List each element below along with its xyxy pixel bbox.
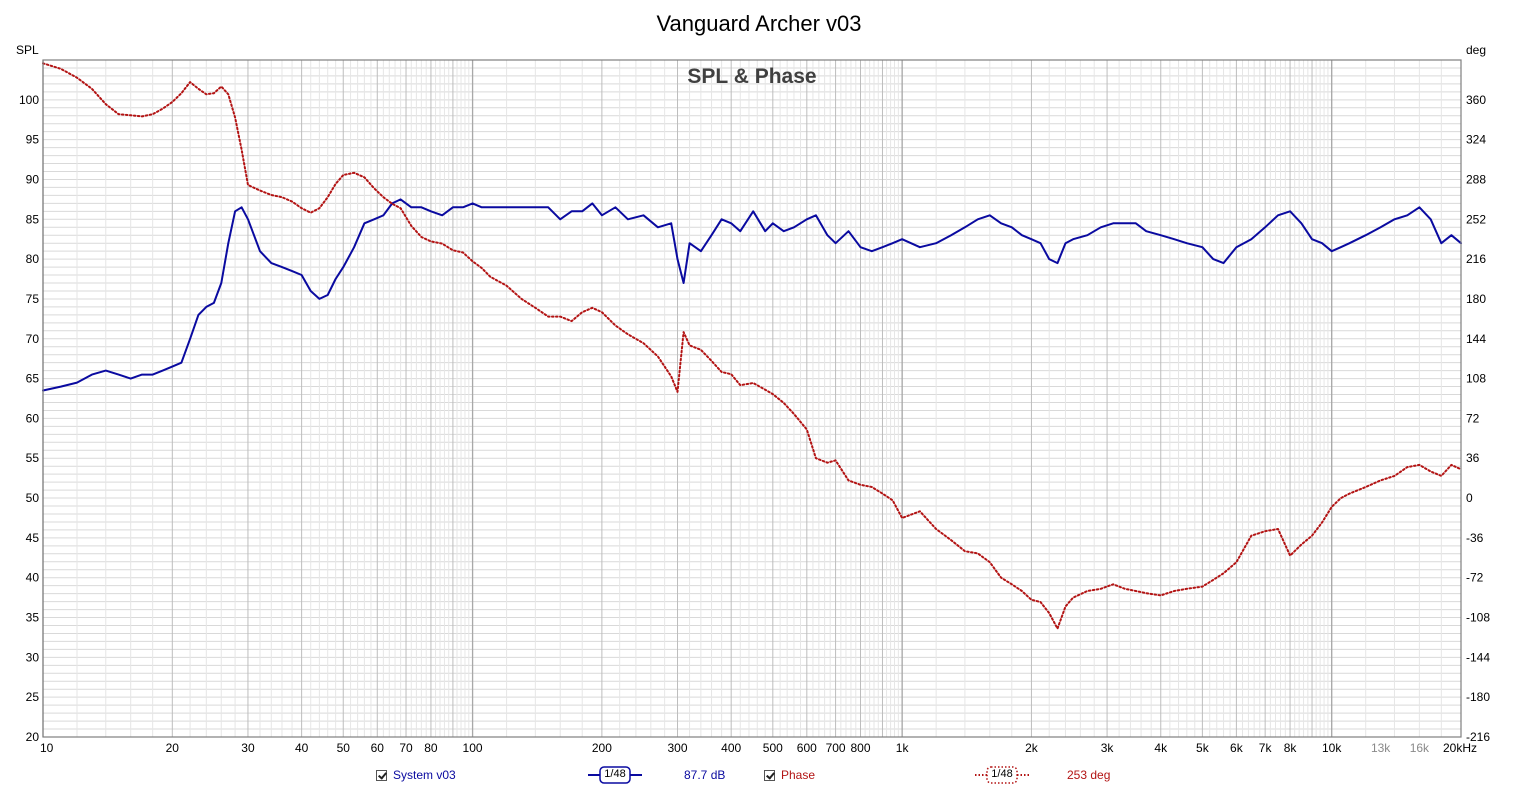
x-tick-label: 10 bbox=[40, 741, 54, 755]
chart-subtitle: SPL & Phase bbox=[687, 65, 816, 88]
legend-phase[interactable]: Phase bbox=[764, 765, 815, 785]
x-tick-label: 8k bbox=[1284, 741, 1298, 755]
left-tick-label: 55 bbox=[26, 451, 40, 465]
system-value-text: 87.7 dB bbox=[684, 768, 726, 782]
system-value: 87.7 dB bbox=[684, 765, 725, 785]
x-tick-label: 4k bbox=[1154, 741, 1168, 755]
right-tick-label: 72 bbox=[1466, 411, 1480, 425]
system-label: System v03 bbox=[393, 768, 456, 782]
right-tick-label: -72 bbox=[1466, 571, 1484, 585]
x-tick-label: 3k bbox=[1101, 741, 1115, 755]
phase-smoothing-control[interactable]: 1/48 bbox=[975, 765, 1029, 785]
left-axis-ticks: 20 25 30 35 40 45 50 55 60 65 70 75 80 85 90 95 100 bbox=[19, 93, 39, 744]
left-tick-label: 45 bbox=[26, 531, 40, 545]
phase-label: Phase bbox=[781, 768, 816, 782]
right-tick-label: 288 bbox=[1466, 172, 1486, 186]
x-tick-label: 100 bbox=[463, 741, 483, 755]
phase-value: 253 deg bbox=[1067, 765, 1110, 785]
right-tick-label: -216 bbox=[1466, 730, 1490, 744]
left-tick-label: 40 bbox=[26, 571, 40, 585]
phase-smoothing-text: 1/48 bbox=[991, 768, 1013, 780]
x-tick-label: 50 bbox=[337, 741, 351, 755]
right-tick-label: 108 bbox=[1466, 372, 1486, 386]
x-tick-label: 80 bbox=[424, 741, 438, 755]
left-tick-label: 80 bbox=[26, 252, 40, 266]
x-tick-label: 300 bbox=[668, 741, 688, 755]
right-tick-label: 216 bbox=[1466, 252, 1486, 266]
x-tick-label: 600 bbox=[797, 741, 817, 755]
left-tick-label: 90 bbox=[26, 172, 40, 186]
right-axis-ticks: -216 -180 -144 -108 -72 -36 0 36 72 108 144 180 216 2… bbox=[1466, 93, 1490, 744]
x-tick-label: 70 bbox=[399, 741, 413, 755]
right-tick-label: 360 bbox=[1466, 93, 1486, 107]
right-tick-label: 252 bbox=[1466, 212, 1486, 226]
left-tick-label: 85 bbox=[26, 212, 40, 226]
x-tick-label: 6k bbox=[1230, 741, 1244, 755]
system-checkbox[interactable] bbox=[376, 769, 387, 781]
x-tick-label: 1k bbox=[896, 741, 910, 755]
left-axis-label: SPL bbox=[16, 43, 39, 57]
x-tick-label: 200 bbox=[592, 741, 612, 755]
series-line-phase bbox=[42, 62, 1462, 630]
x-tick-label: 700 bbox=[826, 741, 846, 755]
left-tick-label: 95 bbox=[26, 133, 40, 147]
left-tick-label: 20 bbox=[26, 730, 40, 744]
x-tick-label: 400 bbox=[721, 741, 741, 755]
x-tick-label: 500 bbox=[763, 741, 783, 755]
phase-checkbox[interactable] bbox=[764, 769, 775, 781]
left-tick-label: 75 bbox=[26, 292, 40, 306]
x-tick-label: 7k bbox=[1259, 741, 1273, 755]
system-smoothing-text: 1/48 bbox=[604, 768, 626, 780]
phase-value-text: 253 deg bbox=[1067, 768, 1111, 782]
left-tick-label: 50 bbox=[26, 491, 40, 505]
right-tick-label: 0 bbox=[1466, 491, 1473, 505]
right-tick-label: -108 bbox=[1466, 611, 1490, 625]
chart-title: Vanguard Archer v03 bbox=[656, 11, 861, 36]
x-tick-label: 800 bbox=[850, 741, 870, 755]
system-line-swatch bbox=[588, 766, 642, 784]
x-tick-label: 10k bbox=[1322, 741, 1342, 755]
x-tick-label: 2k bbox=[1025, 741, 1039, 755]
right-tick-label: -36 bbox=[1466, 531, 1484, 545]
x-tick-label: 13k bbox=[1371, 741, 1391, 755]
plot-grid bbox=[42, 59, 1462, 738]
x-axis-ticks: 10 20 30 40 50 60 70 80 100 200 300 400 500 600 700 800… bbox=[40, 741, 1477, 755]
x-tick-label: 16k bbox=[1410, 741, 1430, 755]
x-tick-label: 30 bbox=[241, 741, 255, 755]
legend-system[interactable]: System v03 bbox=[376, 765, 456, 785]
right-tick-label: 324 bbox=[1466, 133, 1486, 147]
x-tick-label: 20 bbox=[166, 741, 180, 755]
plot-frame bbox=[42, 59, 1462, 738]
left-tick-label: 30 bbox=[26, 650, 40, 664]
right-axis-label: deg bbox=[1466, 43, 1486, 57]
x-tick-label: 40 bbox=[295, 741, 309, 755]
right-tick-label: 36 bbox=[1466, 451, 1480, 465]
system-smoothing-control[interactable]: 1/48 bbox=[588, 765, 642, 785]
left-tick-label: 65 bbox=[26, 372, 40, 386]
right-tick-label: -180 bbox=[1466, 690, 1490, 704]
x-tick-label: 5k bbox=[1196, 741, 1210, 755]
right-tick-label: 180 bbox=[1466, 292, 1486, 306]
series-layer bbox=[42, 62, 1462, 630]
left-tick-label: 25 bbox=[26, 690, 40, 704]
right-tick-label: -144 bbox=[1466, 650, 1490, 664]
left-tick-label: 100 bbox=[19, 93, 39, 107]
phase-line-swatch bbox=[975, 766, 1029, 784]
left-tick-label: 70 bbox=[26, 332, 40, 346]
series-line-spl bbox=[42, 198, 1462, 392]
right-tick-label: 144 bbox=[1466, 332, 1486, 346]
left-tick-label: 35 bbox=[26, 611, 40, 625]
x-tick-label: 60 bbox=[371, 741, 385, 755]
left-tick-label: 60 bbox=[26, 411, 40, 425]
x-tick-label: 20kHz bbox=[1443, 741, 1477, 755]
